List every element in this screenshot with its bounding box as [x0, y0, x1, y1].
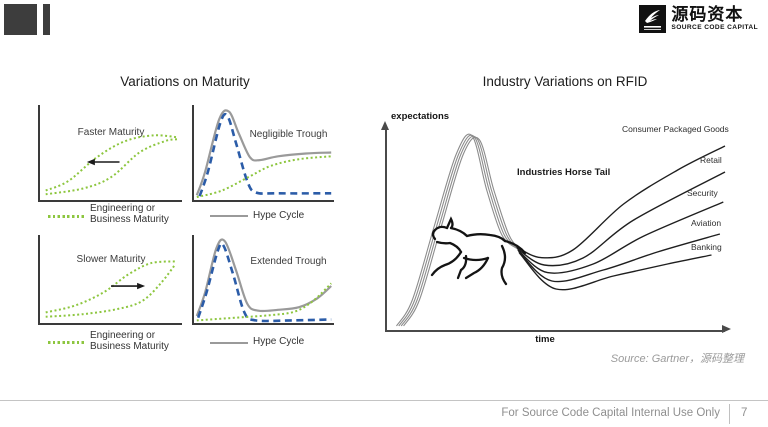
- negligible-trough-curves: [195, 109, 332, 199]
- chart-extended-trough: Extended Trough: [192, 235, 334, 325]
- chart-slower-maturity: Slower Maturity: [38, 235, 182, 325]
- hype-legend-swatch-bottom: [210, 342, 248, 344]
- maturity-legend-line2: Business Maturity: [90, 213, 169, 225]
- maturity-legend-line1: Engineering or: [90, 203, 156, 214]
- chart-title-slower-maturity: Slower Maturity: [76, 254, 146, 265]
- time-axis-label: time: [535, 334, 555, 345]
- extended-trough-curves: [195, 238, 332, 323]
- chart-title-faster-maturity: Faster Maturity: [77, 127, 145, 138]
- page-number-divider: [729, 404, 730, 424]
- y-axis-arrow-icon: [380, 121, 389, 130]
- right-panel-title: Industry Variations on RFID: [482, 74, 648, 89]
- footer-divider-line: [0, 400, 768, 401]
- x-axis-arrow-icon: [722, 324, 731, 333]
- company-logo-icon: [639, 5, 667, 33]
- hype-legend-swatch-top: [210, 215, 248, 217]
- hype-legend-label-bottom: Hype Cycle: [253, 336, 305, 347]
- maturity-legend-label-bottom: Engineering or Business Maturity: [90, 330, 169, 352]
- source-note: Source: Gartner，源码整理: [610, 353, 744, 365]
- rfid-curves: [396, 133, 726, 327]
- chart-faster-maturity: Faster Maturity: [38, 105, 182, 202]
- hype-legend-label-top: Hype Cycle: [253, 210, 305, 221]
- company-logo: 源码资本 SOURCE CODE CAPITAL: [639, 5, 758, 33]
- chart-title-negligible-trough: Negligible Trough: [249, 129, 328, 140]
- industry-label-consumer-packaged-goods: Consumer Packaged Goods: [622, 124, 729, 134]
- slower-maturity-curves: [45, 260, 176, 318]
- corner-mark-square: [4, 4, 37, 35]
- left-panel-title: Variations on Maturity: [120, 74, 250, 89]
- chart-negligible-trough: Negligible Trough: [192, 105, 334, 202]
- expectations-axis-label: expectations: [391, 111, 450, 122]
- footer-text: For Source Code Capital Internal Use Onl…: [501, 407, 720, 419]
- industry-label-retail: Retail: [700, 155, 722, 165]
- rfid-chart-area: [385, 130, 726, 332]
- maturity-legend-swatch-bottom: [48, 341, 85, 344]
- horse-illustration: [430, 216, 527, 286]
- logo-text: 源码资本 SOURCE CODE CAPITAL: [671, 6, 758, 32]
- chart-title-extended-trough: Extended Trough: [250, 256, 327, 267]
- horse-tail-annotation: Industries Horse Tail: [517, 167, 611, 178]
- maturity-legend-label-top: Engineering or Business Maturity: [90, 203, 169, 225]
- industry-label-banking: Banking: [691, 242, 722, 252]
- corner-mark-bar: [43, 4, 50, 35]
- maturity-legend-line2: Business Maturity: [90, 340, 169, 352]
- industry-label-aviation: Aviation: [691, 218, 722, 228]
- page-number: 7: [741, 407, 748, 419]
- logo-chinese-name: 源码资本: [671, 5, 744, 24]
- faster-maturity-curves: [45, 134, 178, 196]
- industry-label-security: Security: [687, 188, 718, 198]
- logo-english-name: SOURCE CODE CAPITAL: [671, 24, 758, 31]
- maturity-legend-line1: Engineering or: [90, 330, 156, 341]
- maturity-legend-swatch-top: [48, 215, 85, 218]
